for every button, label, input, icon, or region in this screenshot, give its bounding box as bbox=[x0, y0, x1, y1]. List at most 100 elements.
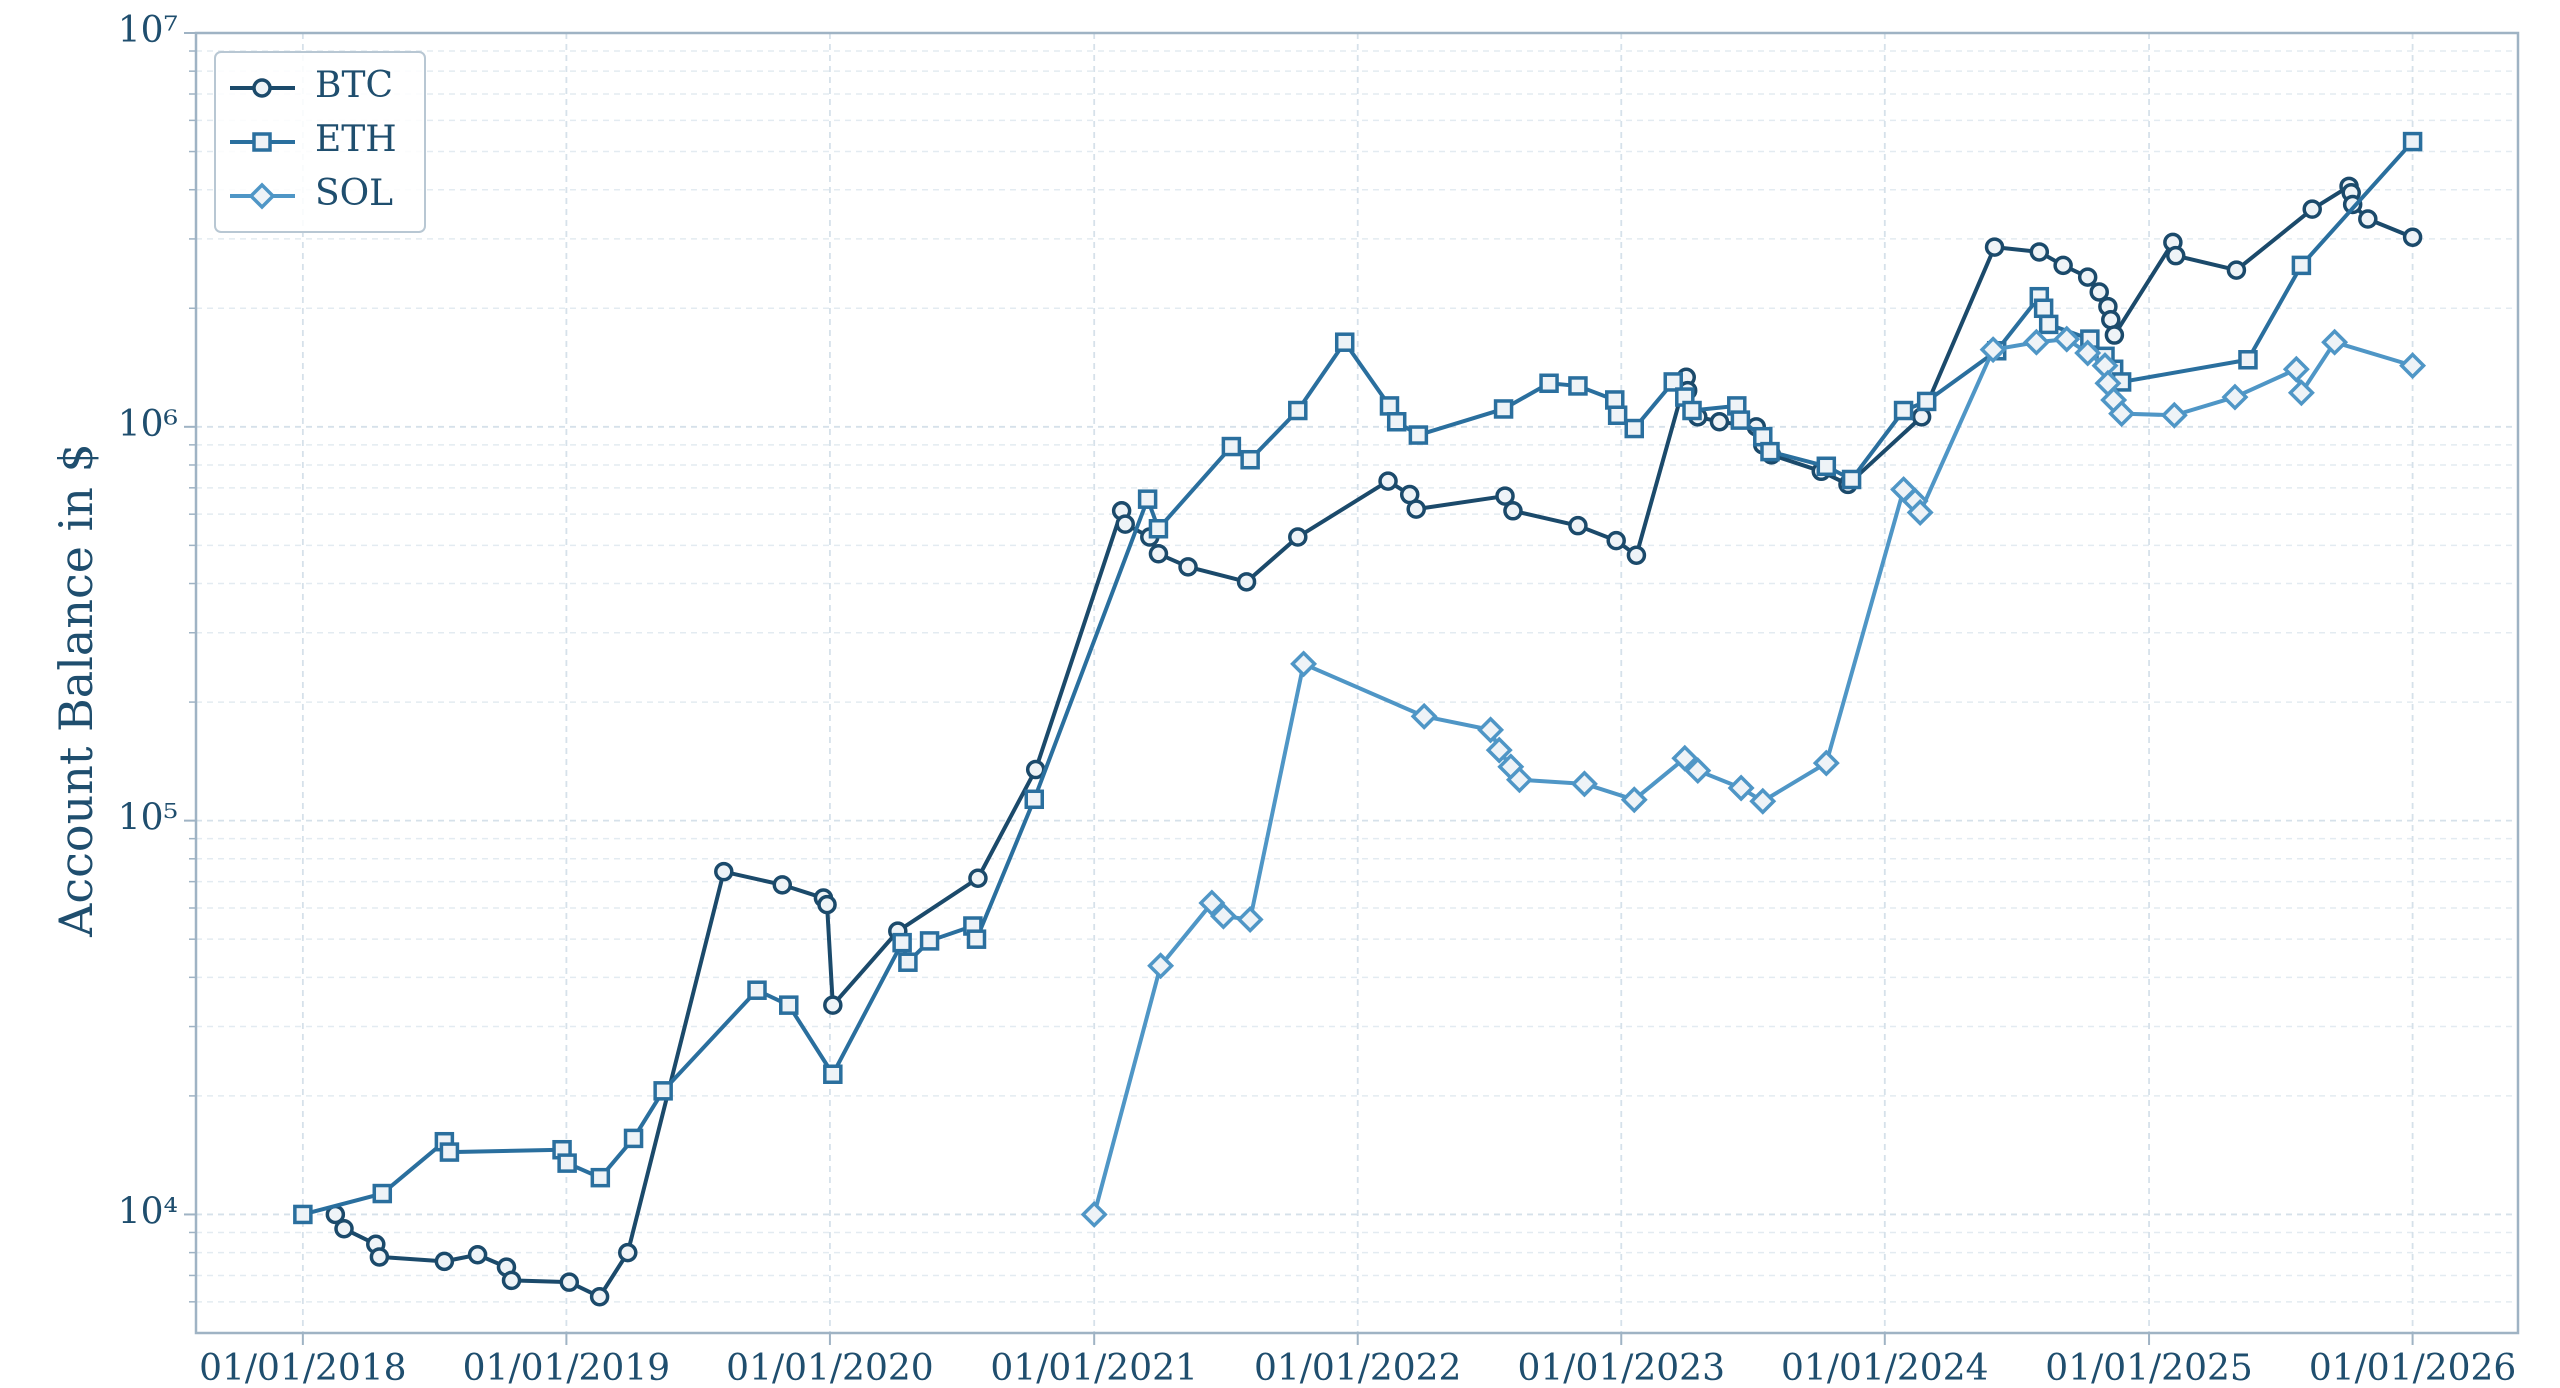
marker bbox=[1485, 736, 1513, 764]
x-tick-label: 01/01/2024 bbox=[1781, 1348, 1989, 1388]
marker bbox=[892, 932, 912, 953]
marker bbox=[618, 1242, 638, 1263]
marker bbox=[1906, 499, 1934, 526]
marker bbox=[1408, 425, 1429, 445]
x-tick-label: 01/01/2019 bbox=[463, 1348, 671, 1388]
marker bbox=[2282, 355, 2310, 383]
marker bbox=[1505, 766, 1533, 794]
marker bbox=[1816, 456, 1837, 477]
legend-marker bbox=[252, 132, 272, 152]
series bbox=[293, 131, 2423, 1225]
marker bbox=[747, 980, 767, 1000]
legend-marker bbox=[248, 182, 276, 210]
marker bbox=[2402, 131, 2423, 152]
y-axis-label: Account Balance in $ bbox=[49, 443, 103, 938]
marker bbox=[1979, 336, 2007, 364]
marker bbox=[467, 1245, 488, 1265]
marker bbox=[2029, 242, 2050, 262]
marker bbox=[1606, 530, 1626, 551]
x-tick-label: 01/01/2026 bbox=[2309, 1348, 2517, 1388]
marker bbox=[714, 861, 734, 882]
marker bbox=[1477, 716, 1505, 744]
marker bbox=[1495, 486, 1515, 506]
marker bbox=[2402, 227, 2423, 247]
marker bbox=[1503, 501, 1523, 521]
marker bbox=[779, 995, 799, 1015]
marker bbox=[2108, 400, 2136, 428]
axes: 10⁴ 10⁵ 10⁶ 10⁷ 01/01/2018 01/01/2019 01/01/20… bbox=[118, 10, 2520, 1388]
marker bbox=[1115, 514, 1135, 534]
marker bbox=[1760, 441, 1780, 462]
marker bbox=[1684, 757, 1712, 785]
marker bbox=[1893, 400, 1914, 421]
marker bbox=[1221, 436, 1242, 457]
marker bbox=[1841, 469, 1862, 490]
marker bbox=[772, 875, 793, 895]
marker bbox=[1148, 544, 1169, 564]
x-tick-label: 01/01/2022 bbox=[1254, 1348, 1462, 1388]
marker bbox=[1624, 418, 1645, 439]
marker bbox=[369, 1247, 390, 1267]
marker bbox=[1749, 787, 1777, 815]
marker bbox=[653, 1081, 673, 1101]
marker bbox=[1727, 774, 1755, 802]
marker bbox=[559, 1272, 580, 1292]
marker bbox=[1236, 572, 1257, 592]
series bbox=[1080, 325, 2427, 1228]
marker bbox=[1620, 786, 1648, 814]
marker bbox=[2321, 328, 2349, 356]
plot-frame bbox=[194, 31, 2520, 1335]
marker bbox=[1671, 744, 1699, 772]
marker bbox=[1682, 400, 1702, 421]
plot-area bbox=[293, 131, 2427, 1307]
marker bbox=[2022, 328, 2050, 356]
marker bbox=[2287, 379, 2315, 407]
marker bbox=[898, 952, 918, 972]
marker bbox=[1236, 906, 1264, 933]
legend-label: SOL bbox=[315, 173, 393, 214]
marker bbox=[817, 894, 837, 915]
marker bbox=[293, 1204, 313, 1225]
marker bbox=[2221, 383, 2249, 411]
legend-box bbox=[214, 51, 426, 233]
marker bbox=[2226, 260, 2247, 280]
marker bbox=[2166, 245, 2186, 266]
marker bbox=[2358, 209, 2378, 229]
x-tick-label: 01/01/2021 bbox=[990, 1348, 1198, 1388]
marker bbox=[1386, 412, 1407, 432]
legend-marker bbox=[252, 78, 272, 98]
marker bbox=[1178, 557, 1198, 577]
marker bbox=[1379, 396, 1400, 416]
marker bbox=[1080, 1200, 1108, 1228]
legend-label: BTC bbox=[315, 65, 393, 106]
marker bbox=[1568, 515, 1588, 536]
marker bbox=[823, 995, 843, 1015]
marker bbox=[439, 1142, 460, 1162]
y-tick-label: 10⁶ bbox=[118, 404, 178, 445]
marker bbox=[1626, 545, 1647, 565]
marker bbox=[1493, 399, 1514, 419]
marker bbox=[1406, 499, 1426, 519]
marker bbox=[2291, 255, 2312, 276]
x-tick-label: 01/01/2023 bbox=[1518, 1348, 1726, 1388]
marker bbox=[1663, 372, 1683, 392]
marker bbox=[2053, 255, 2073, 276]
marker bbox=[434, 1251, 455, 1272]
marker bbox=[1334, 332, 1355, 352]
x-tick-label: 01/01/2018 bbox=[199, 1348, 407, 1388]
marker bbox=[1607, 405, 1628, 425]
marker bbox=[1137, 489, 1158, 509]
y-tick-label: 10⁵ bbox=[118, 798, 178, 839]
marker bbox=[1240, 449, 1260, 470]
marker bbox=[2302, 199, 2322, 219]
marker bbox=[334, 1218, 354, 1239]
marker bbox=[2074, 339, 2102, 367]
marker bbox=[1916, 391, 1937, 412]
marker bbox=[2038, 314, 2059, 335]
marker bbox=[590, 1167, 611, 1188]
marker bbox=[623, 1128, 644, 1149]
marker bbox=[1984, 237, 2005, 257]
marker bbox=[1539, 373, 1559, 394]
marker bbox=[1024, 789, 1045, 810]
